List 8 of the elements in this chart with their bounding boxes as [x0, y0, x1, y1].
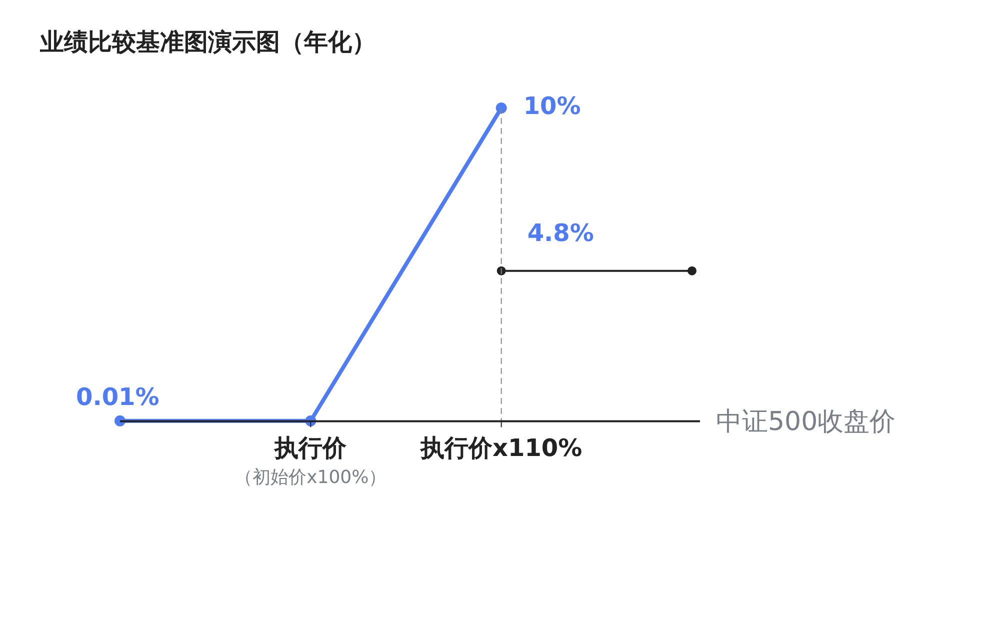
x-tick-label: 执行价: [274, 434, 348, 462]
x-tick-label: 执行价x110%: [420, 434, 582, 462]
chart-title: 业绩比较基准图演示图（年化）: [39, 28, 376, 56]
data-label: 0.01%: [76, 383, 160, 412]
x-axis-title: 中证500收盘价: [716, 406, 896, 437]
data-label: 4.8%: [527, 219, 594, 248]
text: （初始价x100%）: [234, 466, 387, 488]
data-label: 10%: [523, 92, 581, 120]
